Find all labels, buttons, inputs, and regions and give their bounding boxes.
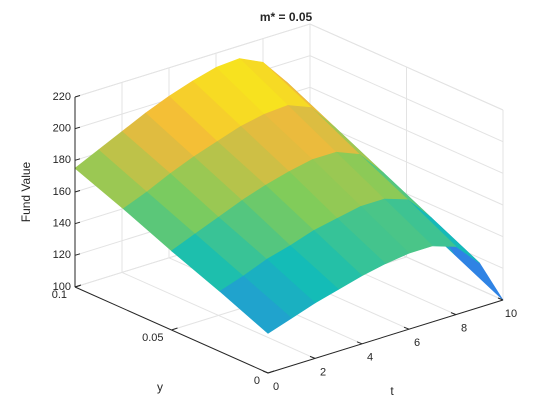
y-tick-label: 0 <box>254 375 260 387</box>
x-tick-label: 4 <box>367 352 373 364</box>
chart-title: m* = 0.05 <box>260 10 313 24</box>
y-axis-label: y <box>157 380 163 394</box>
x-tick-label: 6 <box>414 337 420 349</box>
x-tick <box>403 326 410 330</box>
y-tick-label: 0.1 <box>52 289 67 301</box>
z-tick <box>74 221 81 225</box>
x-tick <box>262 370 269 374</box>
y-tick <box>74 284 82 288</box>
y-tick <box>171 327 178 331</box>
z-tick-label: 160 <box>53 186 71 198</box>
z-tick-label: 200 <box>53 123 71 135</box>
z-tick <box>74 95 81 98</box>
y-tick <box>267 370 275 374</box>
z-tick-label: 140 <box>53 218 71 230</box>
x-axis <box>267 299 504 374</box>
z-tick-label: 220 <box>53 91 71 103</box>
x-tick-label: 0 <box>273 381 279 393</box>
y-tick-label: 0.05 <box>142 332 163 344</box>
z-axis-label: Fund Value <box>19 161 33 222</box>
z-tick-label: 100 <box>53 281 71 293</box>
x-tick <box>450 312 457 316</box>
x-tick <box>309 355 316 359</box>
surface-patch <box>219 275 292 334</box>
x-tick <box>497 297 504 301</box>
x-tick-label: 2 <box>320 366 326 378</box>
z-tick <box>74 158 81 161</box>
x-tick <box>356 341 363 345</box>
x-tick-label: 8 <box>461 323 467 335</box>
x-axis-label: t <box>390 384 394 398</box>
x-tick-label: 10 <box>505 308 517 320</box>
z-tick <box>74 126 81 130</box>
z-tick-label: 180 <box>53 154 71 166</box>
z-tick-label: 120 <box>53 249 71 261</box>
z-tick <box>74 253 81 256</box>
z-tick <box>74 190 81 193</box>
